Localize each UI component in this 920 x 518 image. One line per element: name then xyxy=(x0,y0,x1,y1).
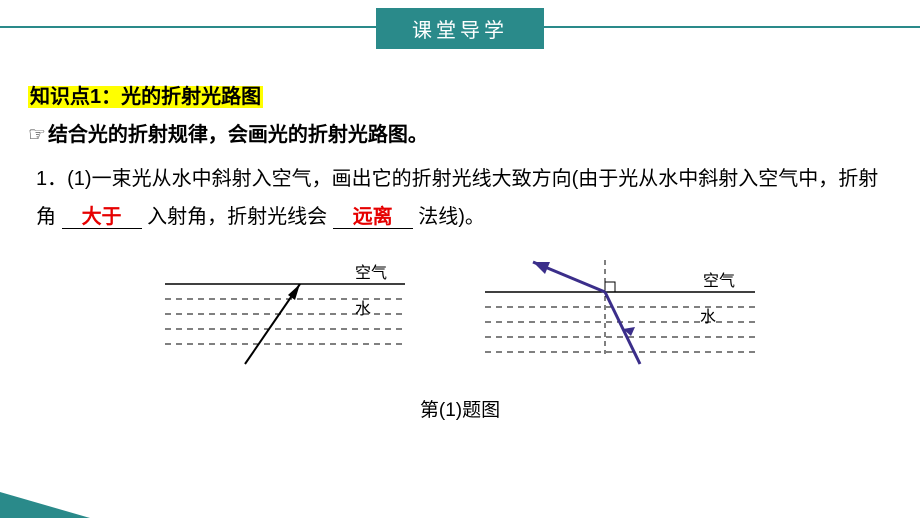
knowledge-point-row: 知识点1：光的折射光路图 xyxy=(28,78,892,116)
diagram-left-svg: 空气 水 xyxy=(155,254,415,374)
diagram-right-svg: 空气 水 xyxy=(475,254,765,374)
label-water-left: 水 xyxy=(355,300,371,318)
pointer-icon: ☞ xyxy=(28,124,46,146)
q1-blank-2: 远离 xyxy=(333,206,413,229)
figure-caption: 第(1)题图 xyxy=(28,393,892,429)
principle-text: 结合光的折射规律，会画光的折射光路图。 xyxy=(48,124,428,146)
diagram-row: 空气 水 空气 水 xyxy=(28,254,892,387)
content: 知识点1：光的折射光路图 ☞结合光的折射规律，会画光的折射光路图。 1．(1)一… xyxy=(0,54,920,429)
label-air-left: 空气 xyxy=(355,264,387,282)
diagram-left: 空气 水 xyxy=(155,254,415,387)
principle-row: ☞结合光的折射规律，会画光的折射光路图。 xyxy=(28,116,892,154)
header: 课堂导学 xyxy=(0,0,920,54)
header-tab: 课堂导学 xyxy=(376,8,544,49)
label-water-right: 水 xyxy=(700,308,716,326)
footer-decoration xyxy=(0,492,90,518)
knowledge-point-label: 知识点1：光的折射光路图 xyxy=(28,86,263,108)
diagram-right: 空气 水 xyxy=(475,254,765,387)
label-air-right: 空气 xyxy=(703,272,735,290)
question-1: 1．(1)一束光从水中斜射入空气，画出它的折射光线大致方向(由于光从水中斜射入空… xyxy=(28,160,892,236)
q1-post: 法线)。 xyxy=(418,206,485,228)
q1-mid: 入射角，折射光线会 xyxy=(147,206,327,228)
q1-blank-1: 大于 xyxy=(62,206,142,229)
